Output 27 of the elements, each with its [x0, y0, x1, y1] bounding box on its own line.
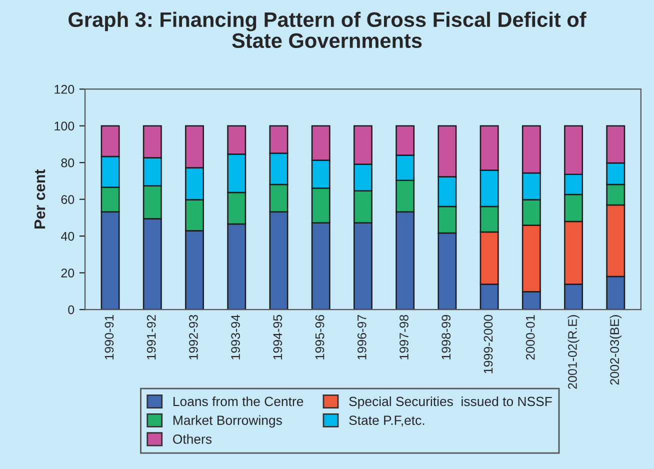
- y-axis-title: Per cent: [34, 169, 46, 228]
- legend-label: Special Securities issued to NSSF: [349, 396, 552, 409]
- x-tick-label: 1994-95: [273, 314, 282, 360]
- x-tick-label: 2002-03(BE): [610, 315, 622, 385]
- x-tick-label: 1998-99: [442, 314, 451, 360]
- legend-label: State P.F,etc.: [349, 416, 424, 427]
- y-tick-label: 0: [68, 305, 74, 314]
- x-tick-label: 2001-02(R.E): [568, 315, 580, 389]
- x-tick-label: 2000-01: [526, 315, 535, 360]
- legend-label: Others: [173, 434, 212, 444]
- y-tick-label: 60: [61, 195, 74, 204]
- x-tick-label: 1990-91: [104, 315, 114, 360]
- x-tick-label: 1991-92: [146, 315, 156, 360]
- y-tick-label: 120: [54, 84, 74, 94]
- y-tick-label: 80: [61, 158, 74, 168]
- x-tick-label: 1992-93: [189, 314, 198, 360]
- x-tick-label: 1995-96: [315, 314, 324, 360]
- legend-label: Market Borrowings: [174, 415, 282, 428]
- legend-label: Loans from the Centre: [174, 396, 304, 406]
- x-tick-label: 1997-98: [400, 314, 408, 360]
- x-tick-label: 1993-94: [231, 314, 240, 360]
- x-tick-label: 1996-97: [357, 315, 366, 360]
- y-tick-label: 40: [60, 232, 74, 241]
- y-tick-label: 20: [61, 268, 74, 278]
- chart-title: Graph 3: Financing Pattern of Gross Fiscal Deficit of State Governments: [68, 12, 586, 48]
- y-tick-label: 100: [54, 122, 74, 130]
- x-tick-label: 1999-2000: [484, 314, 493, 374]
